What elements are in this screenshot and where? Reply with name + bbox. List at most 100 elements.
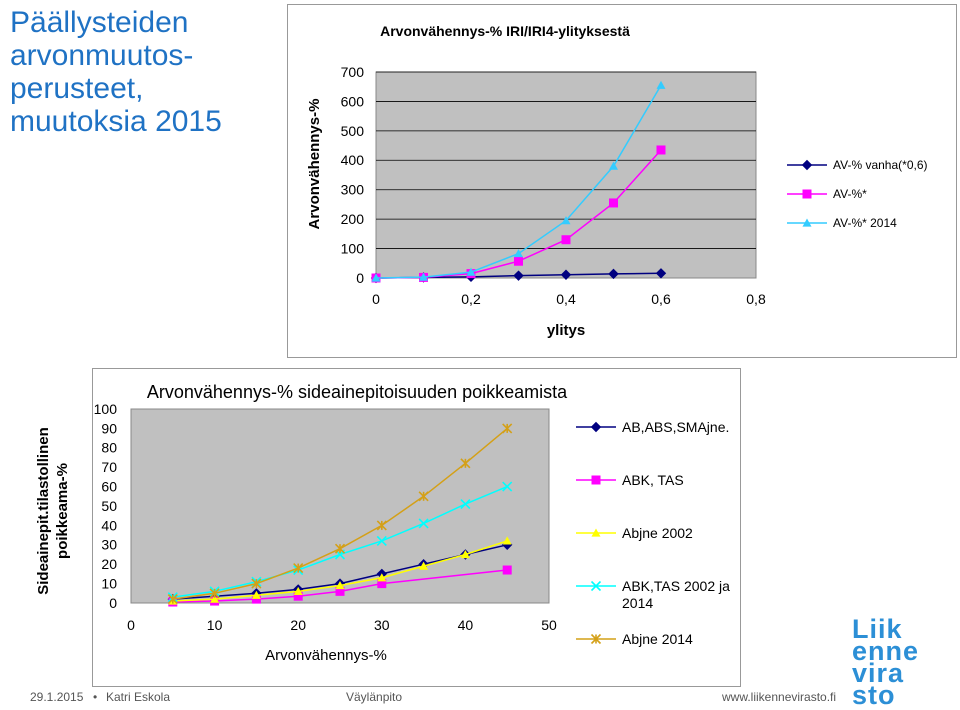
y-tick-label: 90 (101, 420, 117, 436)
data-point (502, 423, 513, 434)
data-point (418, 491, 429, 502)
legend-marker (591, 475, 601, 485)
legend-marker (590, 633, 602, 645)
data-point (514, 256, 523, 266)
footer-bullet: • (93, 690, 98, 704)
slide-title-line: muutoksia 2015 (10, 105, 222, 138)
legend-marker (590, 421, 602, 433)
data-point (419, 272, 428, 281)
footer-url[interactable]: www.liikennevirasto.fi (722, 690, 837, 704)
data-point (460, 458, 471, 469)
chart2-plot-area (130, 408, 550, 604)
data-point (377, 573, 387, 582)
y-tick-label: 80 (101, 440, 117, 456)
legend-label: AB,ABS,SMAjne. (622, 419, 729, 435)
x-tick-label: 20 (290, 617, 306, 633)
y-tick-label: 30 (101, 537, 117, 553)
y-tick-label: 70 (101, 459, 117, 475)
x-tick-label: 0,4 (556, 291, 576, 307)
data-point (293, 586, 303, 595)
logo-line: enne (852, 636, 920, 666)
chart-sideaine: Arvonvähennys-% sideainepitoisuuden poik… (35, 368, 741, 687)
footer-date: 29.1.2015 (30, 690, 84, 704)
legend-label: AV-%* (833, 187, 867, 201)
data-point (293, 591, 303, 601)
legend-marker (801, 159, 813, 171)
data-point (335, 581, 345, 590)
chart2-ylabel-line1: Sideainepit.tilastollinen (35, 427, 52, 595)
chart2-title: Arvonvähennys-% sideainepitoisuuden poik… (147, 382, 568, 402)
legend-label: AV-%* 2014 (833, 216, 897, 230)
data-point (418, 518, 429, 529)
data-point (210, 594, 220, 603)
x-tick-label: 30 (374, 617, 390, 633)
data-point (293, 563, 304, 574)
footer-author: Katri Eskola (106, 690, 171, 704)
data-point (502, 481, 513, 492)
chart1-ylabel: Arvonvähennys-% (306, 99, 323, 230)
logo-line: vira (852, 658, 905, 688)
data-point (209, 588, 220, 599)
data-point (560, 269, 572, 280)
x-tick-label: 0,8 (746, 291, 766, 307)
y-tick-label: 400 (341, 152, 365, 168)
y-tick-label: 60 (101, 479, 117, 495)
data-point (460, 550, 470, 559)
data-point (251, 590, 261, 599)
data-point (655, 268, 667, 279)
y-tick-label: 40 (101, 517, 117, 533)
y-tick-label: 0 (356, 270, 364, 286)
data-point (376, 535, 387, 546)
data-point (656, 80, 666, 89)
y-tick-label: 100 (341, 240, 365, 256)
legend-marker (591, 528, 601, 537)
chart-iri-ylitys: Arvonvähennys-% IRI/IRI4-ylityksestä 0 10… (287, 4, 957, 358)
data-point (656, 145, 666, 155)
slide-title: Päällysteiden arvonmuutos- perusteet, mu… (10, 6, 280, 138)
x-tick-label: 10 (207, 617, 223, 633)
x-tick-label: 0,6 (651, 291, 671, 307)
data-point (419, 561, 429, 570)
legend-label: AV-% vanha(*0,6) (833, 158, 928, 172)
logo-line: sto (852, 680, 896, 710)
y-tick-label: 700 (341, 64, 365, 80)
data-point (561, 235, 571, 245)
y-tick-label: 600 (341, 93, 365, 109)
chart1-xlabel: ylitys (547, 322, 585, 339)
slide-title-line: arvonmuutos- (10, 39, 194, 72)
data-point (609, 161, 618, 170)
legend-label: ABK, TAS (622, 472, 684, 488)
slide-title-line: perusteet, (10, 72, 144, 105)
y-tick-label: 50 (101, 498, 117, 514)
data-point (251, 578, 262, 589)
data-point (377, 579, 387, 589)
legend-label: 2014 (622, 595, 653, 611)
footer-department: Väylänpito (346, 690, 403, 704)
slide-title-line: Päällysteiden (10, 6, 189, 39)
data-point (371, 273, 381, 282)
data-point (167, 594, 178, 605)
y-tick-label: 20 (101, 556, 117, 572)
data-point (335, 586, 345, 596)
x-tick-label: 40 (458, 617, 474, 633)
y-tick-label: 100 (94, 401, 118, 417)
x-tick-label: 50 (541, 617, 557, 633)
data-point (514, 249, 523, 258)
x-tick-label: 0,2 (461, 291, 481, 307)
legend-label: Abjne 2002 (622, 525, 693, 541)
legend-marker (802, 189, 812, 199)
chart2-ylabel-line2: poikkeama-% (54, 463, 71, 559)
x-tick-label: 0 (372, 291, 380, 307)
logo-line: Liik (852, 614, 903, 644)
data-point (376, 520, 387, 531)
liikennevirasto-logo: Liik enne vira sto (852, 614, 952, 710)
chart1-title: Arvonvähennys-% IRI/IRI4-ylityksestä (380, 23, 630, 39)
x-tick-label: 0 (127, 617, 135, 633)
legend-label: ABK,TAS 2002 ja (622, 578, 730, 594)
legend-label: Abjne 2014 (622, 631, 693, 647)
data-point (609, 198, 618, 208)
legend-marker (802, 218, 812, 227)
data-point (608, 268, 619, 280)
data-point (460, 498, 471, 510)
y-tick-label: 300 (341, 182, 365, 198)
